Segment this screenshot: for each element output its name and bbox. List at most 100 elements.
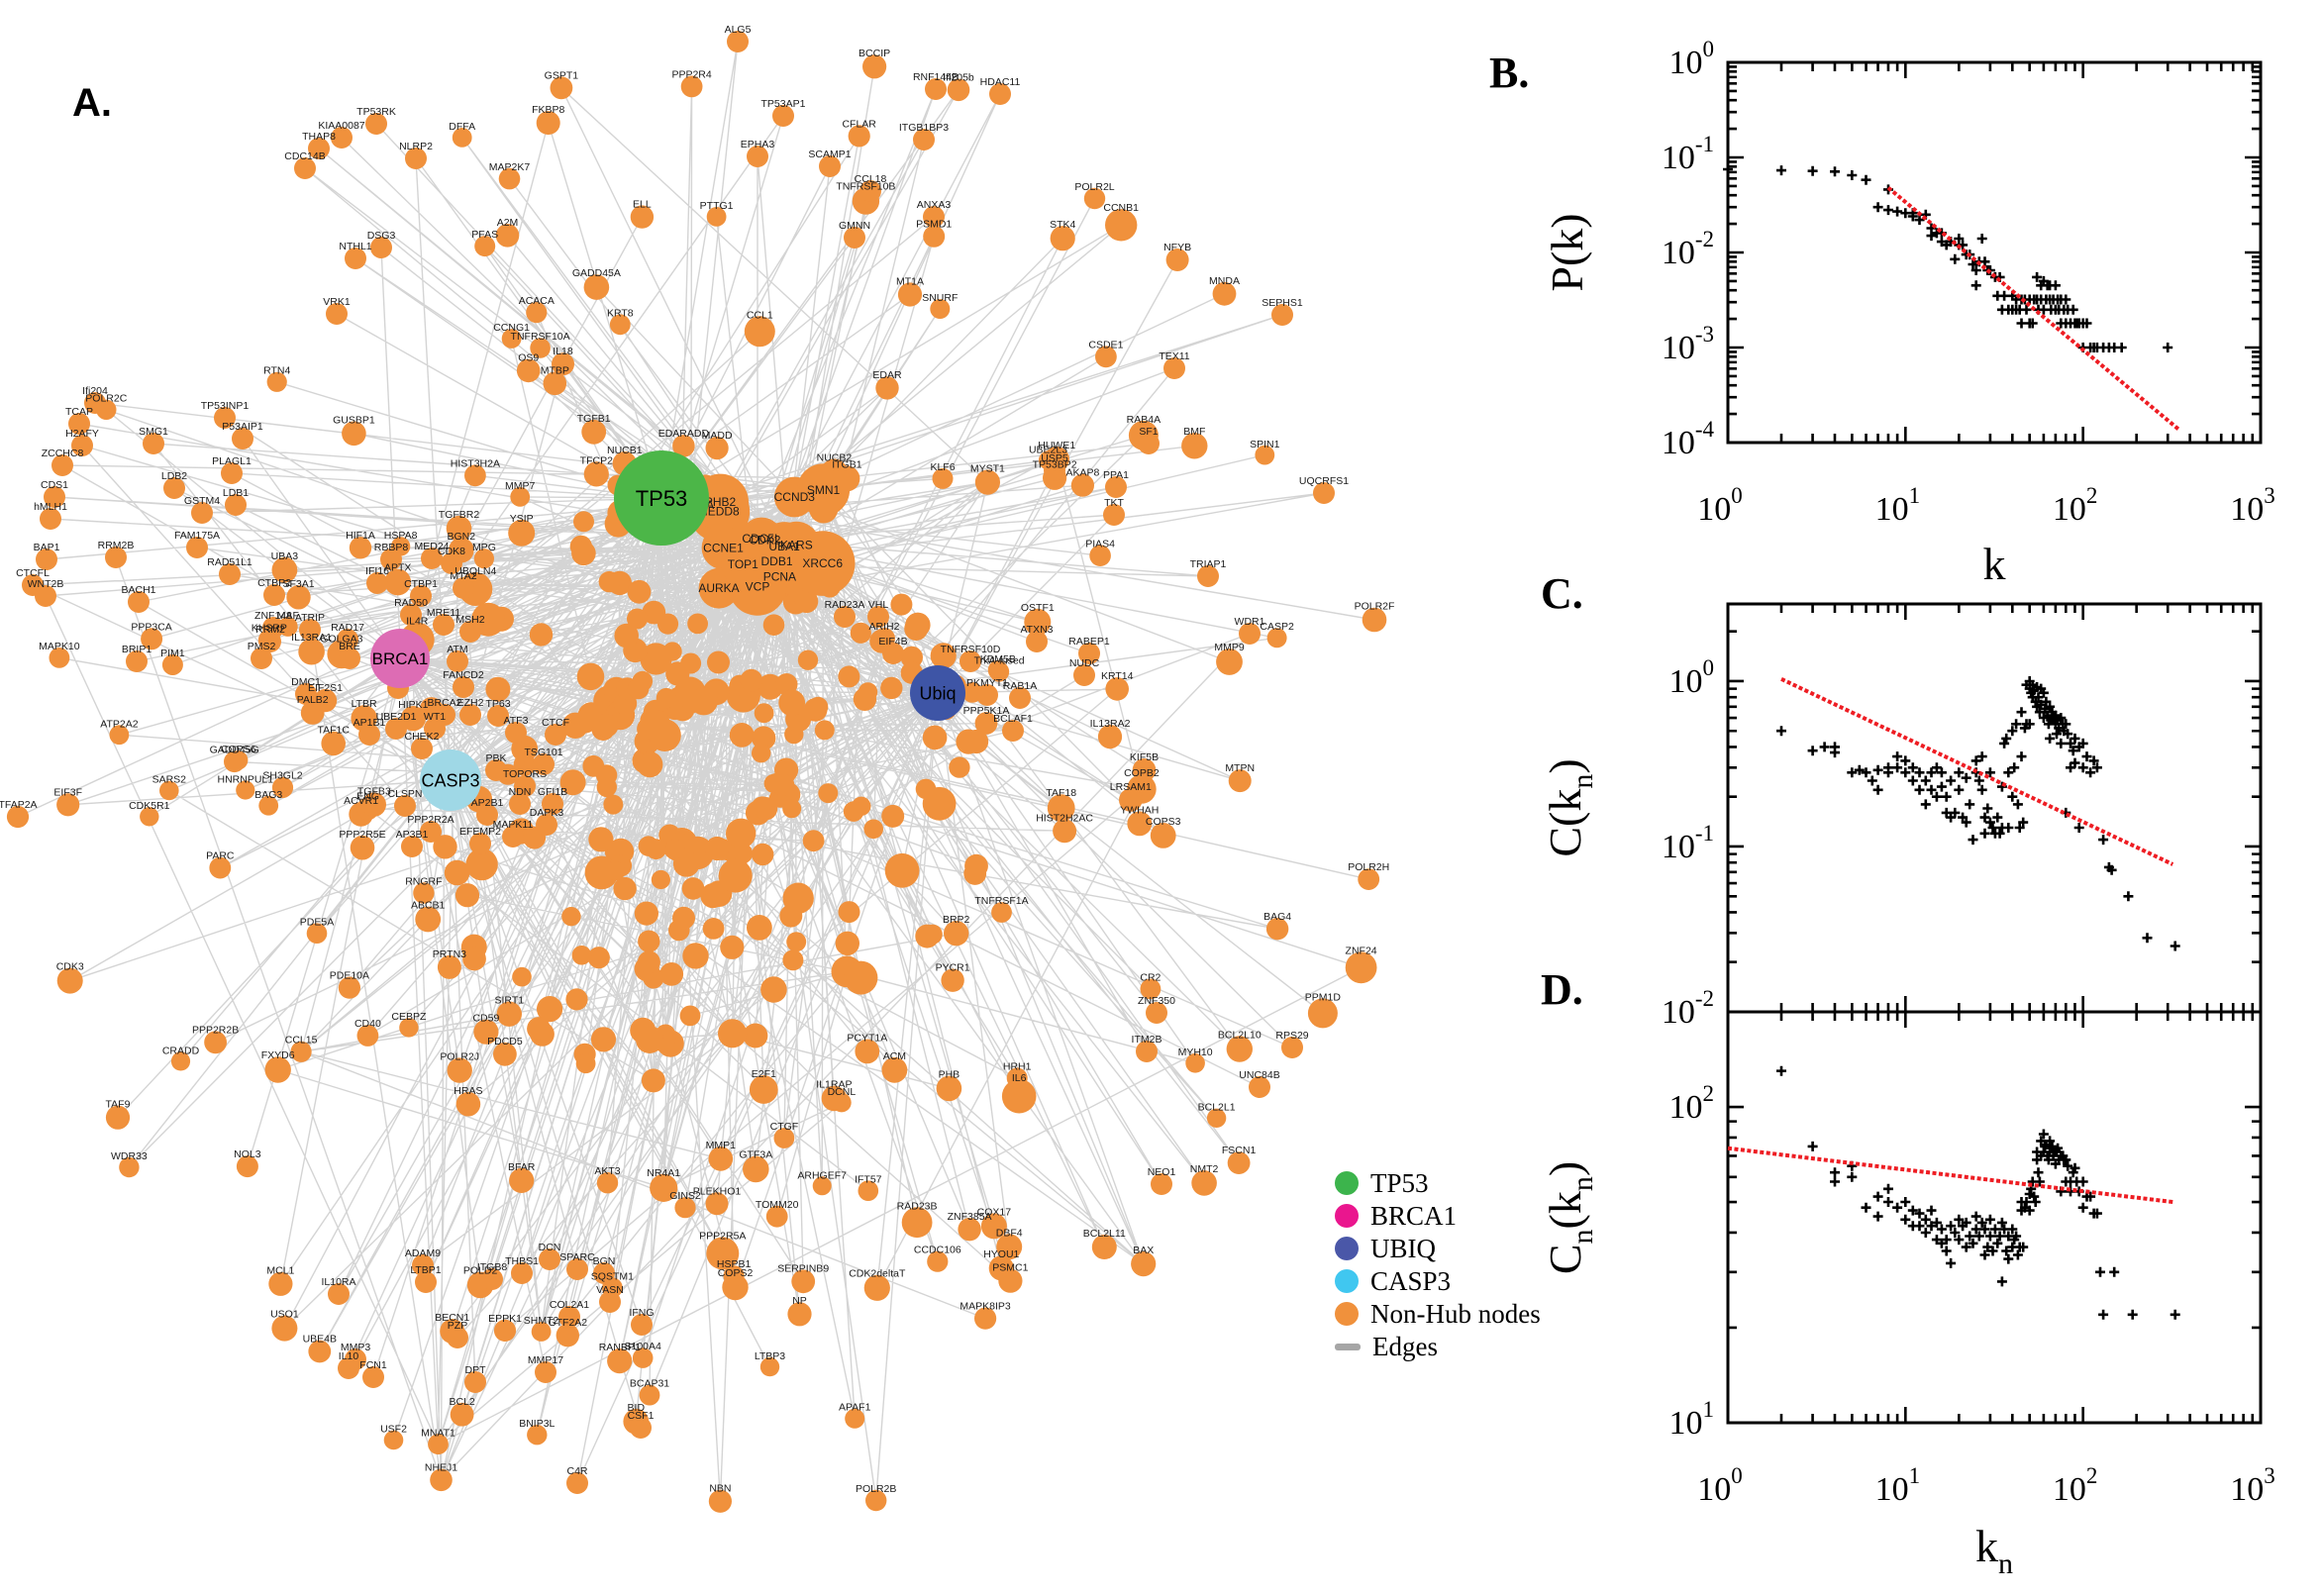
legend-item-tp53: TP53: [1335, 1168, 1541, 1198]
network-node-label: MNDA: [1209, 275, 1240, 287]
network-node-label: PPP3CA: [131, 621, 171, 633]
network-node: [516, 358, 541, 383]
network-node: [1271, 304, 1293, 326]
network-node: [637, 950, 660, 974]
network-node: [865, 1489, 887, 1512]
network-node: [337, 629, 358, 650]
network-node-label: BRE: [339, 641, 360, 652]
plot-c: 100 10-1 10-2 C(kn): [1540, 602, 2263, 1031]
network-node: [882, 643, 904, 664]
network-node: [535, 1361, 556, 1383]
network-node-label: HIF1A: [346, 530, 375, 542]
network-node: [881, 1056, 908, 1083]
network-node-label: CCL1: [747, 309, 773, 321]
network-node: [947, 78, 970, 102]
network-node-label: MTPN: [1225, 762, 1255, 774]
network-node-large: [721, 542, 765, 586]
network-node: [808, 696, 829, 718]
network-node-label: GOLGA3: [320, 633, 362, 645]
axis-tick-label: 10-1: [1662, 132, 1714, 176]
node-swatch-icon: [1335, 1269, 1359, 1293]
network-node: [356, 1025, 379, 1047]
network-node-label: PDE10A: [330, 970, 369, 982]
network-node-label: WDR33: [111, 1150, 148, 1162]
network-node: [221, 462, 243, 484]
network-node-label: LTBP3: [755, 1350, 785, 1362]
network-node: [1206, 1108, 1227, 1129]
network-node-label: AP1B1: [354, 717, 386, 729]
network-node: [576, 662, 605, 691]
network-node: [644, 709, 670, 736]
network-node: [413, 882, 435, 904]
network-node: [835, 931, 859, 955]
network-node-label: SQSTM1: [591, 1270, 634, 1282]
network-node: [632, 1347, 654, 1368]
network-node-label: SPIN1: [1250, 439, 1280, 450]
network-node-label: NHEJ1: [425, 1462, 457, 1474]
network-node: [900, 646, 923, 669]
network-node: [880, 676, 903, 700]
network-node: [791, 1269, 816, 1294]
network-node: [832, 1092, 852, 1113]
hub-node-label-brca1: BRCA1: [372, 649, 429, 668]
network-node: [754, 703, 774, 724]
network-node: [1281, 1037, 1303, 1058]
network-node-label: BRP2: [943, 914, 970, 926]
network-node: [1362, 607, 1387, 633]
legend-item-brca1: BRCA1: [1335, 1200, 1541, 1231]
network-node-label: COL2A1: [550, 1299, 589, 1311]
network-node: [996, 1234, 1023, 1260]
network-node: [459, 621, 481, 643]
network-node: [473, 1019, 499, 1045]
network-node: [1103, 504, 1125, 526]
network-node: [573, 511, 594, 533]
legend-item-label: Edges: [1372, 1331, 1438, 1361]
network-node-label: YWHAH: [1120, 805, 1159, 817]
network-node-label: LTBP1: [410, 1264, 441, 1276]
network-node: [723, 1265, 745, 1287]
network-node: [447, 1057, 472, 1083]
network-node: [1191, 1170, 1217, 1196]
network-node-label: FKBP8: [532, 104, 564, 116]
network-node: [385, 718, 407, 740]
network-node-label: ZNF148: [254, 610, 292, 622]
network-node: [705, 1192, 729, 1216]
network-node-label: POLR2F: [1355, 601, 1395, 613]
network-node: [105, 1105, 131, 1130]
network-node: [527, 1017, 551, 1041]
network-node-label: CSDE1: [1088, 339, 1123, 350]
network-node: [509, 793, 531, 815]
network-node-label: RTN4: [263, 365, 290, 377]
network-node-label: PDE5A: [300, 917, 334, 929]
network-node-label: RNGRF: [405, 875, 442, 887]
network-node-label: SCAMP1: [808, 149, 851, 160]
network-node: [264, 1056, 291, 1083]
legend-item-label: BRCA1: [1370, 1200, 1458, 1231]
network-node: [141, 628, 163, 650]
network-node: [760, 976, 787, 1003]
network-node: [630, 205, 655, 229]
y-axis-title-b: P(k): [1542, 213, 1592, 291]
network-node-label: RAD17: [331, 622, 364, 634]
network-node-label: hMLH1: [34, 501, 67, 513]
network-node: [186, 537, 208, 558]
network-node: [236, 780, 255, 800]
network-node-label: MSH2: [455, 614, 484, 626]
network-node-label: ALG5: [725, 24, 752, 36]
network-node: [559, 769, 586, 796]
network-node-label: MED24: [414, 541, 449, 552]
network-node: [614, 623, 639, 648]
network-node: [298, 638, 325, 665]
network-node: [306, 923, 328, 944]
axis-tick-label: 101: [1875, 483, 1921, 528]
network-node-label: HIST3H2A: [451, 457, 500, 469]
network-node: [370, 237, 392, 258]
network-node-label: HIPK1: [398, 699, 429, 711]
network-node-label: ATP2A2: [100, 718, 138, 730]
network-node: [459, 704, 481, 726]
axis-tick-label: 102: [2053, 1463, 2098, 1508]
network-node-label: HYOU1: [983, 1248, 1019, 1260]
network-node-label: POLR2L: [1074, 181, 1114, 193]
network-node-label: SIRT1: [495, 994, 525, 1006]
network-node-label: UBE2L3: [1029, 444, 1067, 455]
